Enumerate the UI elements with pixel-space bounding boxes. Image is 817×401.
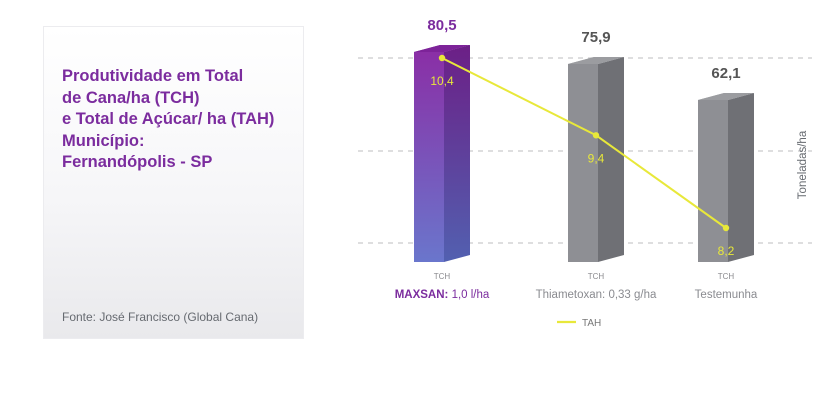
card-title: Produtividade em Total de Cana/ha (TCH) … bbox=[62, 66, 302, 174]
tah-value-label: 10,4 bbox=[430, 74, 454, 88]
bar-value-label: 75,9 bbox=[581, 29, 610, 46]
bar-value-label: 62,1 bbox=[711, 65, 740, 82]
card-title-line: Fernandópolis - SP bbox=[62, 153, 213, 171]
bar bbox=[698, 93, 754, 262]
bar-side bbox=[598, 57, 624, 262]
source-note: Fonte: José Francisco (Global Cana) bbox=[62, 310, 259, 324]
bar-sublabel: TCH bbox=[718, 272, 735, 281]
bar-top-face bbox=[698, 93, 754, 100]
category-label: Thiametoxan: 0,33 g/ha bbox=[536, 289, 657, 301]
card-title-line: de Cana/ha (TCH) bbox=[62, 88, 200, 107]
bar-top-face bbox=[414, 45, 470, 52]
card-title-line: Município: bbox=[62, 131, 145, 150]
bar-top-face bbox=[568, 57, 624, 64]
bar-front bbox=[698, 100, 728, 262]
bar bbox=[568, 57, 624, 262]
bar-front bbox=[568, 64, 598, 262]
y-axis-label: Toneladas/ha bbox=[797, 130, 809, 199]
category-label-bold: MAXSAN: bbox=[395, 289, 449, 301]
legend: TAH bbox=[557, 318, 601, 329]
bar bbox=[414, 45, 470, 262]
bar-sublabel: TCH bbox=[434, 272, 451, 281]
bar-side bbox=[444, 45, 470, 262]
bar-side bbox=[728, 93, 754, 262]
category-label: MAXSAN: 1,0 l/ha bbox=[395, 289, 490, 301]
category-label: Testemunha bbox=[695, 289, 758, 301]
tah-value-label: 9,4 bbox=[588, 151, 605, 165]
legend-label: TAH bbox=[582, 318, 601, 329]
card-title-line: Produtividade em Total bbox=[62, 67, 244, 85]
tah-point bbox=[722, 224, 730, 232]
category-label-rest: 1,0 l/ha bbox=[448, 289, 490, 301]
bar-sublabel: TCH bbox=[588, 272, 605, 281]
tah-point bbox=[592, 132, 600, 139]
tah-point bbox=[438, 54, 446, 62]
info-card: Produtividade em Total de Cana/ha (TCH) … bbox=[43, 26, 304, 339]
card-title-line: e Total de Açúcar/ ha (TAH) bbox=[62, 110, 275, 128]
bar-front bbox=[414, 52, 444, 262]
bar-value-label: 80,5 bbox=[427, 17, 456, 34]
tah-value-label: 8,2 bbox=[718, 244, 735, 258]
